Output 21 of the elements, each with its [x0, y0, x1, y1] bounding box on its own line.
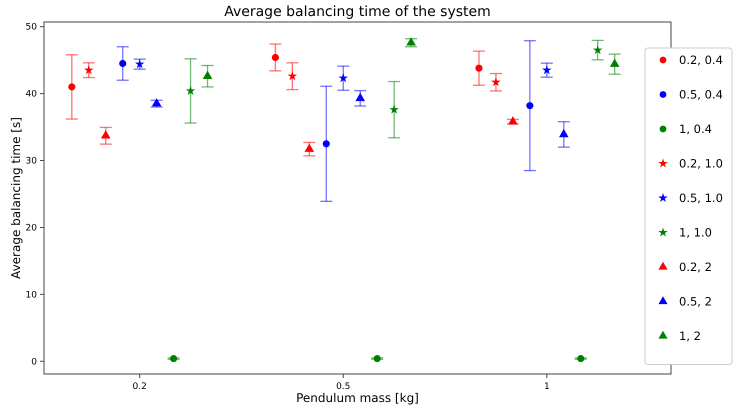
legend-label: 1, 1.0: [679, 226, 712, 240]
x-tick-label: 1: [544, 382, 550, 392]
legend-label: 0.2, 2: [679, 260, 712, 274]
x-axis-title: Pendulum mass [kg]: [296, 391, 419, 405]
y-axis-title: Average balancing time [s]: [9, 117, 23, 279]
legend-label: 0.5, 0.4: [679, 88, 723, 102]
y-tick-label: 0: [31, 357, 38, 368]
x-tick-label: 0.2: [132, 382, 147, 392]
legend-label: 1, 0.4: [679, 122, 712, 136]
legend-label: 1, 2: [679, 329, 701, 343]
y-tick-label: 50: [26, 22, 38, 33]
legend-label: 0.2, 1.0: [679, 156, 723, 170]
y-tick-label: 10: [26, 290, 38, 300]
chart-title: Average balancing time of the system: [224, 4, 491, 20]
legend-label: 0.2, 0.4: [679, 53, 723, 67]
legend-label: 0.5, 1.0: [679, 191, 723, 205]
legend-label: 0.5, 2: [679, 294, 712, 308]
y-tick-label: 40: [26, 90, 38, 100]
x-tick-label: 0.5: [336, 382, 350, 392]
y-tick-label: 20: [26, 223, 38, 234]
y-tick-label: 30: [26, 156, 38, 167]
